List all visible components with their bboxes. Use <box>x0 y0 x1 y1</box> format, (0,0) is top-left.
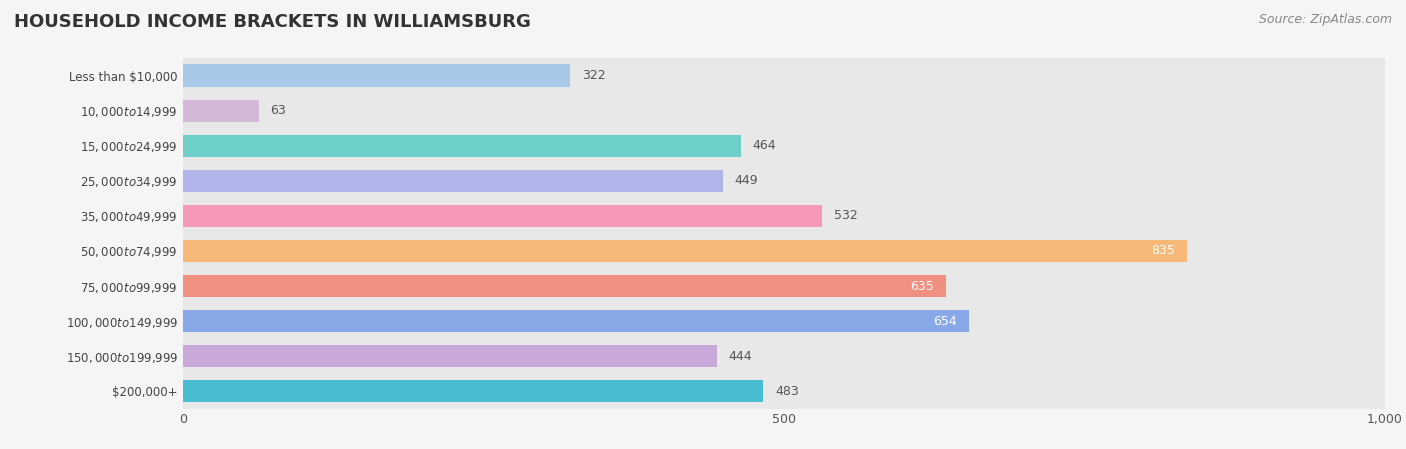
Text: 464: 464 <box>752 140 776 152</box>
Text: 835: 835 <box>1150 245 1174 257</box>
Bar <box>183 65 569 87</box>
Bar <box>183 205 823 227</box>
Bar <box>183 380 763 402</box>
Text: 63: 63 <box>270 105 287 117</box>
Text: 654: 654 <box>934 315 957 327</box>
Bar <box>183 233 1385 269</box>
Bar <box>183 58 1385 93</box>
Bar <box>183 339 1385 374</box>
Text: 635: 635 <box>910 280 934 292</box>
Bar <box>183 135 741 157</box>
Bar <box>183 100 259 122</box>
Text: 322: 322 <box>582 70 606 82</box>
Text: Source: ZipAtlas.com: Source: ZipAtlas.com <box>1258 13 1392 26</box>
Bar <box>183 304 1385 339</box>
Text: 449: 449 <box>734 175 758 187</box>
Bar <box>183 128 1385 163</box>
Bar <box>183 93 1385 128</box>
Bar <box>183 198 1385 233</box>
Bar <box>183 240 1187 262</box>
Text: 532: 532 <box>834 210 858 222</box>
Bar <box>183 163 1385 198</box>
Bar <box>183 310 969 332</box>
Text: 444: 444 <box>728 350 752 362</box>
Text: HOUSEHOLD INCOME BRACKETS IN WILLIAMSBURG: HOUSEHOLD INCOME BRACKETS IN WILLIAMSBUR… <box>14 13 531 31</box>
Bar <box>183 170 723 192</box>
Bar <box>183 374 1385 409</box>
Bar <box>183 275 946 297</box>
Text: 483: 483 <box>776 385 799 397</box>
Bar <box>183 269 1385 304</box>
Bar <box>183 345 717 367</box>
